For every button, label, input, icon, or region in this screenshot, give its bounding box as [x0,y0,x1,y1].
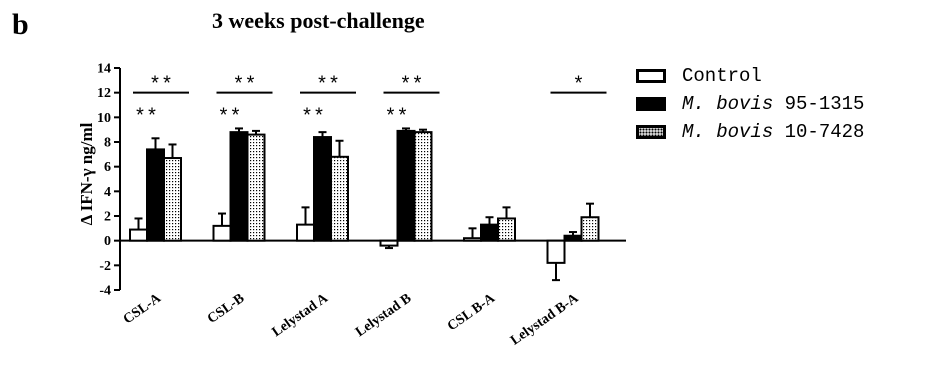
y-tick-label: 4 [104,185,111,200]
y-tick-label: 6 [104,160,111,175]
significance-lower: ** [301,106,325,129]
x-tick-label: Lelystad B [353,291,414,340]
bar-control-csl-a [129,228,148,242]
x-tick-label: Lelystad A [270,290,332,340]
bar-m-bovis-95-1315-lelystad-b [396,129,416,242]
significance-upper: ** [399,75,423,98]
x-tick-label: CSL-A [121,290,165,327]
x-tick-label: Lelystad B-A [508,290,582,348]
bar-m-bovis-10-7428-lelystad-a [330,155,349,242]
bar-m-bovis-10-7428-lelystad-b [413,131,433,242]
bar-m-bovis-10-7428-csl-b [246,133,266,242]
legend-label-10-7428: M. bovis 10-7428 [682,121,865,143]
y-tick-label: -4 [99,284,111,299]
bar-control-lelystad-b-a [546,239,566,264]
bar-control-lelystad-b [379,239,399,247]
bar-m-bovis-95-1315-csl-b [229,131,249,242]
bar-m-bovis-95-1315-csl-b-a [480,223,499,242]
significance-upper: ** [316,75,340,98]
significance-upper: * [572,75,584,98]
y-tick-label: 2 [104,210,111,225]
y-tick-label: 8 [104,136,111,151]
legend-swatch-95-1315 [636,97,666,111]
bar-m-bovis-10-7428-lelystad-b-a [580,216,600,242]
legend-item-control: Control [636,62,864,90]
legend-label-95-1315: M. bovis 95-1315 [682,93,865,115]
legend: Control M. bovis 95-1315 M. bovis 10-742… [636,62,864,146]
y-tick-label: 12 [97,86,111,101]
y-tick-label: 10 [97,111,111,126]
bar-control-lelystad-a [296,223,315,242]
significance-upper: ** [149,75,173,98]
bar-control-csl-b-a [463,237,482,242]
chart-title: 3 weeks post-challenge [212,8,425,33]
bar-control-csl-b [212,224,232,242]
legend-item-mbovis-95-1315: M. bovis 95-1315 [636,90,864,118]
y-tick-label: 14 [97,62,111,77]
bar-m-bovis-95-1315-lelystad-b-a [563,234,583,242]
bar-m-bovis-95-1315-csl-a [146,148,165,242]
bar-m-bovis-10-7428-csl-b-a [497,217,516,242]
significance-lower: ** [385,106,409,129]
x-tick-label: CSL B-A [445,290,499,334]
bar-m-bovis-10-7428-csl-a [163,157,182,242]
y-tick-label: -2 [99,259,111,274]
legend-swatch-10-7428 [636,125,666,139]
significance-lower: ** [134,106,158,129]
panel-letter: b [12,8,29,41]
bar-m-bovis-95-1315-lelystad-a [313,136,332,242]
x-tick-label: CSL-B [205,291,247,327]
legend-swatch-control [636,69,666,83]
y-axis-label: Δ IFN-γ ng/ml [77,122,96,225]
significance-lower: ** [218,106,242,129]
significance-upper: ** [232,75,256,98]
legend-item-mbovis-10-7428: M. bovis 10-7428 [636,118,864,146]
y-tick-label: 0 [104,234,111,249]
legend-label-control: Control [682,65,762,87]
